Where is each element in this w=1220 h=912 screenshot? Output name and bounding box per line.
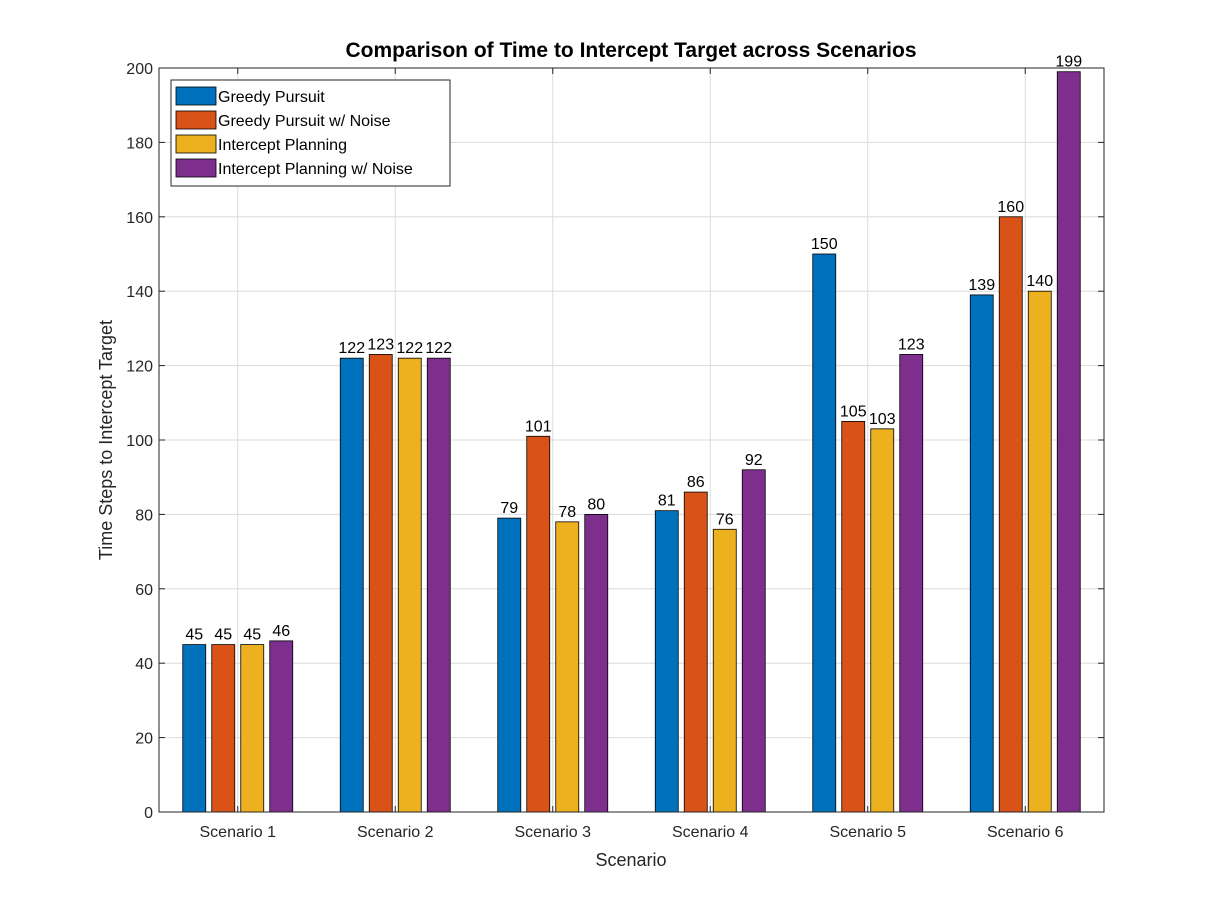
bar: [712, 528, 737, 813]
bar: [741, 469, 766, 813]
bar: [555, 521, 580, 813]
bar-value-label: 101: [525, 418, 552, 435]
bar-value-label: 123: [898, 336, 925, 353]
bar-value-label: 160: [997, 199, 1024, 216]
bar: [998, 216, 1023, 813]
bar-value-label: 123: [367, 336, 394, 353]
y-tick-label: 140: [126, 284, 153, 301]
x-axis-label: Scenario: [595, 850, 666, 870]
bar-value-label: 122: [425, 340, 452, 357]
bar: [526, 435, 551, 813]
legend-swatch: [175, 134, 217, 154]
x-tick-label: Scenario 4: [672, 824, 749, 841]
bar-value-label: 105: [840, 403, 867, 420]
legend-entry-label: Intercept Planning: [218, 137, 347, 154]
chart-title: Comparison of Time to Intercept Target a…: [345, 39, 916, 62]
bar: [182, 644, 207, 813]
bar-value-label: 76: [716, 511, 734, 528]
bar: [269, 640, 294, 813]
bar: [969, 294, 994, 813]
x-tick-label: Scenario 1: [200, 824, 277, 841]
bar-value-label: 81: [658, 493, 676, 510]
bar-value-label: 45: [185, 627, 203, 644]
bar: [497, 517, 522, 813]
legend-entry-label: Greedy Pursuit: [218, 89, 325, 106]
y-tick-label: 80: [135, 507, 153, 524]
bar-value-label: 46: [272, 623, 290, 640]
bar-value-label: 139: [968, 277, 995, 294]
legend: Greedy Pursuit Greedy Pursuit w/ Noise Int…: [170, 79, 451, 187]
bar: [899, 354, 924, 813]
bar: [211, 644, 236, 813]
y-tick-label: 60: [135, 582, 153, 599]
legend-swatch: [175, 158, 217, 178]
bar: [368, 354, 393, 813]
x-tick-label: Scenario 2: [357, 824, 434, 841]
bar-value-label: 199: [1055, 54, 1082, 71]
y-tick-label: 40: [135, 656, 153, 673]
y-axis-label: Time Steps to Intercept Target: [96, 320, 116, 560]
y-tick-label: 200: [126, 61, 153, 78]
bar: [240, 644, 265, 813]
x-tick-label: Scenario 6: [987, 824, 1064, 841]
x-tick-label: Scenario 5: [830, 824, 907, 841]
bar-value-label: 86: [687, 474, 705, 491]
bar: [1027, 290, 1052, 813]
y-tick-label: 100: [126, 433, 153, 450]
bar-value-label: 78: [558, 504, 576, 521]
bar-value-label: 122: [396, 340, 423, 357]
bar: [683, 491, 708, 813]
bar-value-label: 80: [587, 496, 605, 513]
legend-entry-label: Intercept Planning w/ Noise: [218, 161, 413, 178]
legend-entry-label: Greedy Pursuit w/ Noise: [218, 113, 391, 130]
y-tick-label: 120: [126, 359, 153, 376]
bar: [1056, 71, 1081, 813]
bar-value-label: 103: [869, 411, 896, 428]
x-tick-label: Scenario 3: [515, 824, 592, 841]
bar-value-label: 79: [500, 500, 518, 517]
y-tick-label: 20: [135, 731, 153, 748]
bars: [182, 71, 1081, 813]
bar-value-label: 45: [214, 627, 232, 644]
bar-value-label: 92: [745, 452, 763, 469]
data-labels: 45 122 79 81 150 139 45 123 101 86 105 160 45 122 78 76…: [185, 54, 1082, 644]
bar: [584, 514, 609, 813]
bar-value-label: 45: [243, 627, 261, 644]
bar: [654, 510, 679, 813]
y-tick-label: 180: [126, 135, 153, 152]
bar-value-label: 122: [338, 340, 365, 357]
bar: [841, 420, 866, 813]
bar-value-label: 150: [811, 236, 838, 253]
bar: [397, 357, 422, 813]
bar: [339, 357, 364, 813]
axis-ticks: 0 20 40 60 80 100 120 140 160 180 200 Scenario 1 Sce…: [126, 61, 1104, 841]
legend-swatch: [175, 86, 217, 106]
bar: [870, 428, 895, 813]
y-tick-label: 160: [126, 210, 153, 227]
bar-value-label: 140: [1026, 273, 1053, 290]
bar: [426, 357, 451, 813]
bar: [812, 253, 837, 813]
y-tick-label: 0: [144, 805, 153, 822]
legend-box: [170, 79, 451, 187]
legend-swatch: [175, 110, 217, 130]
